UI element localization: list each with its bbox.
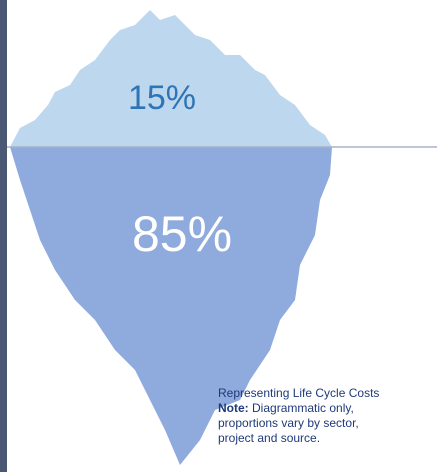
caption: Representing Life Cycle Costs Note: Diag…	[218, 386, 383, 446]
iceberg-bottom	[10, 147, 332, 465]
side-bar	[0, 0, 7, 472]
caption-note: Note: Diagrammatic only, proportions var…	[218, 401, 383, 446]
note-label: Note:	[218, 401, 249, 415]
caption-title: Representing Life Cycle Costs	[218, 386, 380, 400]
iceberg-top	[10, 10, 332, 147]
below-label: 85%	[132, 206, 232, 262]
note-text: Diagrammatic only, proportions vary by s…	[218, 401, 359, 445]
above-label: 15%	[128, 79, 196, 117]
